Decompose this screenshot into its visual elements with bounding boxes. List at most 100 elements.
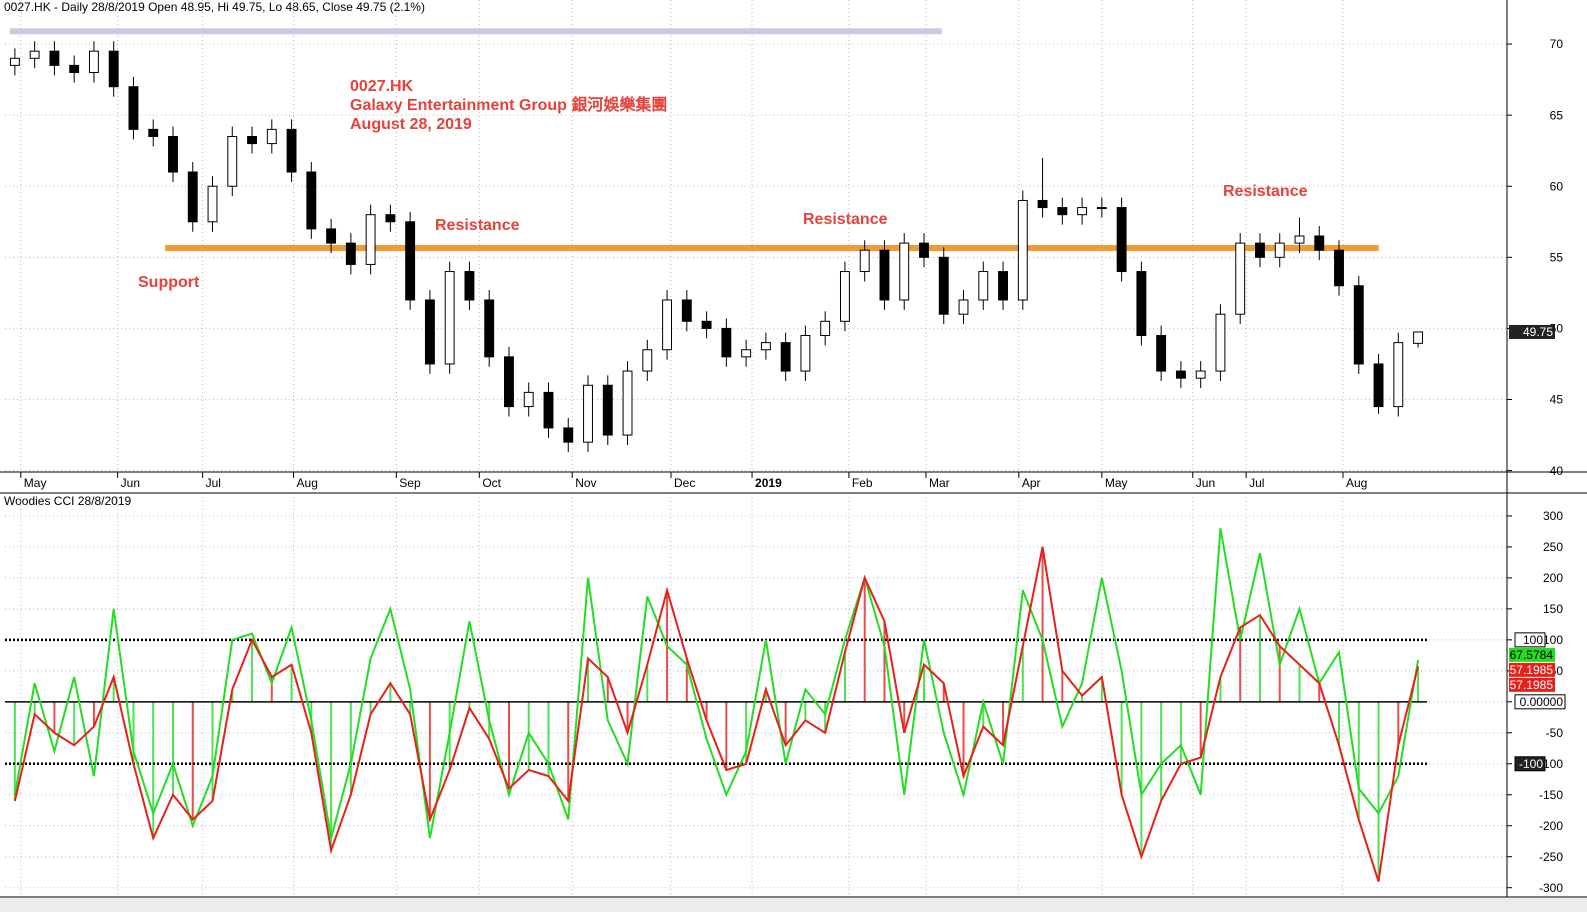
candle-body bbox=[820, 320, 831, 337]
candle-body bbox=[919, 242, 929, 258]
candle-body bbox=[484, 299, 495, 358]
candle-body bbox=[662, 299, 673, 351]
annotation: Resistance bbox=[803, 211, 888, 228]
candle-body bbox=[108, 50, 119, 88]
candle-body bbox=[701, 320, 712, 329]
x-tick-label: 2019 bbox=[755, 476, 782, 490]
candle-body bbox=[464, 271, 475, 301]
candle-body bbox=[879, 249, 890, 301]
cci-line bbox=[13, 546, 1420, 882]
candle-body bbox=[306, 171, 317, 230]
candle-body bbox=[187, 171, 198, 223]
candle-body bbox=[1057, 207, 1068, 216]
x-tick-label: Nov bbox=[575, 476, 596, 490]
candle-body bbox=[207, 185, 218, 223]
candle-body bbox=[780, 342, 791, 372]
candle-body bbox=[622, 370, 633, 436]
candle-body bbox=[681, 299, 692, 322]
candle-body bbox=[424, 299, 435, 365]
candle-body bbox=[1314, 235, 1325, 251]
candle-body bbox=[88, 50, 99, 74]
candle-body bbox=[543, 391, 554, 429]
candle-body bbox=[1274, 242, 1285, 258]
candle-body bbox=[938, 256, 949, 315]
candle-body bbox=[1413, 331, 1424, 344]
candle-body bbox=[1136, 271, 1147, 337]
y-tick-label: -300 bbox=[1539, 881, 1563, 895]
x-tick-label: Dec bbox=[674, 476, 695, 490]
y-tick-label: -50 bbox=[1546, 726, 1564, 740]
annotation: Support bbox=[138, 274, 200, 291]
y-tick-label: -250 bbox=[1539, 850, 1563, 864]
candle-body bbox=[583, 384, 593, 443]
value-tag-label: 49.75 bbox=[1523, 325, 1553, 339]
tab-bar bbox=[0, 898, 1587, 912]
candle-body bbox=[444, 271, 455, 365]
candle-body bbox=[1353, 285, 1364, 365]
y-tick-label: 65 bbox=[1550, 108, 1564, 122]
candle-body bbox=[128, 86, 139, 130]
candle-body bbox=[1373, 363, 1384, 408]
candle-body bbox=[1195, 370, 1206, 379]
annotation: Resistance bbox=[1223, 183, 1308, 200]
level-tag bbox=[1514, 694, 1566, 710]
candle-body bbox=[326, 228, 337, 244]
y-tick-label: 250 bbox=[1543, 540, 1563, 554]
candle-body bbox=[1096, 207, 1107, 210]
candle-body bbox=[998, 271, 1008, 301]
candle-body bbox=[405, 221, 416, 301]
level-tag-label: -100 bbox=[1519, 757, 1543, 771]
x-tick-label: Sep bbox=[399, 476, 421, 490]
y-tick-label: 300 bbox=[1543, 509, 1563, 523]
candle-body bbox=[365, 214, 376, 265]
x-tick-label: Jun bbox=[1196, 476, 1215, 490]
level-tag bbox=[1514, 632, 1546, 648]
x-tick-label: Aug bbox=[1346, 476, 1367, 490]
candle-body bbox=[800, 335, 811, 372]
candle-body bbox=[29, 50, 40, 59]
cci-line bbox=[13, 528, 1420, 839]
x-tick-label: Jul bbox=[206, 476, 221, 490]
candle-body bbox=[859, 249, 870, 273]
level-tag bbox=[1514, 756, 1546, 772]
candle-body bbox=[602, 384, 613, 436]
x-tick-label: Feb bbox=[852, 476, 873, 490]
candle-body bbox=[1037, 199, 1048, 209]
y-tick-label: -150 bbox=[1539, 788, 1563, 802]
candle-body bbox=[1393, 342, 1404, 408]
x-tick-label: Apr bbox=[1022, 476, 1041, 490]
candle-body bbox=[563, 427, 574, 443]
level-tag-label: 0.00000 bbox=[1520, 695, 1564, 709]
candle-body bbox=[1156, 335, 1167, 372]
candle-body bbox=[504, 356, 514, 408]
y-tick-label: 60 bbox=[1550, 179, 1564, 193]
x-tick-label: Jul bbox=[1249, 476, 1264, 490]
candle-body bbox=[385, 214, 396, 223]
x-tick-label: Mar bbox=[929, 476, 950, 490]
candle-body bbox=[839, 271, 850, 322]
y-tick-label: 70 bbox=[1550, 37, 1564, 51]
value-tag bbox=[1509, 662, 1555, 677]
annotation: August 28, 2019 bbox=[350, 116, 472, 133]
candle-body bbox=[741, 349, 752, 358]
level-tag-label: 100 bbox=[1523, 633, 1543, 647]
candle-body bbox=[1077, 207, 1088, 216]
x-tick-label: Oct bbox=[482, 476, 501, 490]
value-tag-label: 57.1985 bbox=[1510, 663, 1554, 677]
y-tick-label: 45 bbox=[1550, 393, 1564, 407]
candle-body bbox=[958, 299, 969, 315]
y-tick-label: 150 bbox=[1543, 602, 1563, 616]
candle-body bbox=[148, 128, 159, 137]
y-tick-label: 100 bbox=[1543, 633, 1563, 647]
candle-body bbox=[49, 50, 60, 66]
y-tick-label: 200 bbox=[1543, 571, 1563, 585]
y-tick-label: -200 bbox=[1539, 819, 1563, 833]
x-tick-label: Aug bbox=[297, 476, 318, 490]
candle-body bbox=[69, 64, 80, 74]
candle-body bbox=[227, 135, 238, 187]
value-tag-label: 67.5784 bbox=[1510, 648, 1554, 662]
candle-body bbox=[523, 391, 534, 408]
candle-body bbox=[760, 342, 771, 351]
value-tag-label: 57.1985 bbox=[1510, 678, 1554, 692]
